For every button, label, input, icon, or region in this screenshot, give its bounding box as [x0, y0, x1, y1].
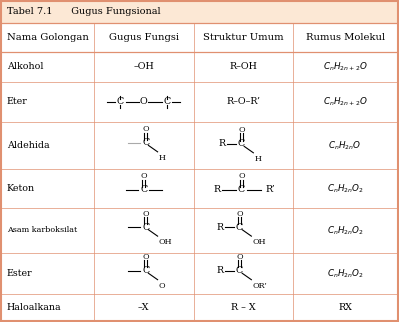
Text: C: C	[236, 266, 243, 275]
Text: O: O	[238, 172, 245, 180]
Text: R–O–R’: R–O–R’	[226, 98, 261, 107]
Text: Tabel 7.1      Gugus Fungsional: Tabel 7.1 Gugus Fungsional	[7, 7, 161, 16]
Text: O: O	[140, 172, 147, 180]
Text: C: C	[236, 223, 243, 232]
Text: Struktur Umum: Struktur Umum	[203, 33, 284, 42]
Text: O: O	[142, 253, 149, 261]
Text: Eter: Eter	[7, 98, 28, 107]
Text: Aldehida: Aldehida	[7, 141, 49, 150]
Text: R: R	[217, 266, 224, 275]
Text: OH: OH	[158, 238, 172, 246]
Text: $C_nH_{2n}O_2$: $C_nH_{2n}O_2$	[327, 182, 363, 194]
Text: –OH: –OH	[133, 62, 154, 71]
Text: C: C	[238, 185, 245, 194]
Text: O: O	[236, 253, 243, 261]
Text: Gugus Fungsi: Gugus Fungsi	[109, 33, 179, 42]
Text: O: O	[236, 210, 243, 218]
Text: OH: OH	[252, 238, 266, 246]
Text: $C_nH_{2n+2}O$: $C_nH_{2n+2}O$	[323, 60, 367, 73]
Text: R’: R’	[265, 185, 275, 194]
Text: R–OH: R–OH	[229, 62, 257, 71]
Text: C: C	[142, 138, 149, 147]
Text: Keton: Keton	[7, 184, 35, 193]
Text: OR’: OR’	[252, 282, 267, 290]
Text: O: O	[140, 98, 148, 107]
Text: R: R	[214, 185, 221, 194]
Text: C: C	[142, 266, 149, 275]
Text: Haloalkana: Haloalkana	[7, 303, 61, 312]
Text: Rumus Molekul: Rumus Molekul	[306, 33, 385, 42]
Text: Nama Golongan: Nama Golongan	[7, 33, 89, 42]
Text: O: O	[238, 126, 245, 134]
Text: O: O	[158, 282, 165, 290]
Text: RX: RX	[338, 303, 352, 312]
Text: O: O	[142, 210, 149, 218]
Text: $C_nH_{2n}O_2$: $C_nH_{2n}O_2$	[327, 224, 363, 237]
FancyBboxPatch shape	[0, 0, 399, 23]
Text: C: C	[238, 139, 245, 148]
Text: R – X: R – X	[231, 303, 256, 312]
Text: $C_nH_{2n}O_2$: $C_nH_{2n}O_2$	[327, 267, 363, 279]
Text: O: O	[142, 125, 149, 133]
Text: R: R	[219, 139, 226, 148]
Text: Alkohol: Alkohol	[7, 62, 43, 71]
Text: Asam karboksilat: Asam karboksilat	[7, 226, 77, 234]
Text: H: H	[255, 155, 261, 163]
Text: H: H	[159, 154, 166, 162]
Text: C: C	[117, 98, 124, 107]
FancyBboxPatch shape	[0, 23, 399, 322]
Text: C: C	[140, 185, 147, 194]
Text: $C_nH_{2n+2}O$: $C_nH_{2n+2}O$	[323, 96, 367, 108]
Text: –X: –X	[138, 303, 149, 312]
Text: Ester: Ester	[7, 269, 32, 278]
Text: C: C	[142, 223, 149, 232]
Text: R: R	[217, 223, 224, 232]
Text: C: C	[163, 98, 170, 107]
Text: $C_nH_{2n}O$: $C_nH_{2n}O$	[328, 139, 362, 152]
